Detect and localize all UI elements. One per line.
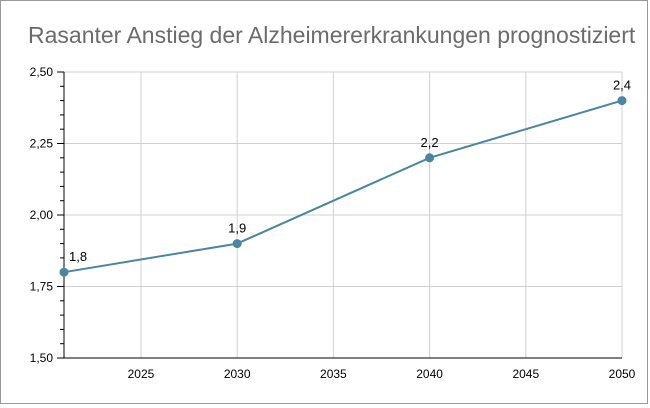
y-tick-label: 1,50 [30, 351, 54, 365]
y-tick-label: 2,50 [30, 65, 54, 79]
x-tick-label: 2030 [224, 367, 251, 381]
data-point [232, 239, 242, 249]
y-tick-label: 1,75 [30, 280, 54, 294]
data-point [617, 96, 627, 106]
x-tick-label: 2045 [512, 367, 539, 381]
x-tick-label: 2035 [320, 367, 347, 381]
y-tick-label: 2,00 [30, 208, 54, 222]
data-point [425, 153, 435, 163]
x-tick-label: 2025 [128, 367, 155, 381]
grid-lines [64, 71, 623, 359]
labels-layer: 1,8 1,9 2,2 2,4 [69, 78, 631, 265]
series-line [63, 99, 623, 274]
series-layer [59, 96, 627, 277]
data-label: 1,8 [69, 249, 87, 264]
x-tick-label: 2040 [416, 367, 443, 381]
chart-title: Rasanter Anstieg der Alzheimererkrankung… [28, 22, 636, 48]
data-label: 2,2 [421, 135, 439, 150]
y-tick-label: 2,25 [30, 137, 54, 151]
data-label: 2,4 [613, 78, 631, 93]
x-tick-label: 2050 [609, 367, 636, 381]
data-point [59, 267, 69, 277]
data-label: 1,9 [228, 221, 246, 236]
axes: 1,50 1,75 2,00 2,25 2,50 2025 2030 2035 2040 2045… [30, 65, 636, 381]
